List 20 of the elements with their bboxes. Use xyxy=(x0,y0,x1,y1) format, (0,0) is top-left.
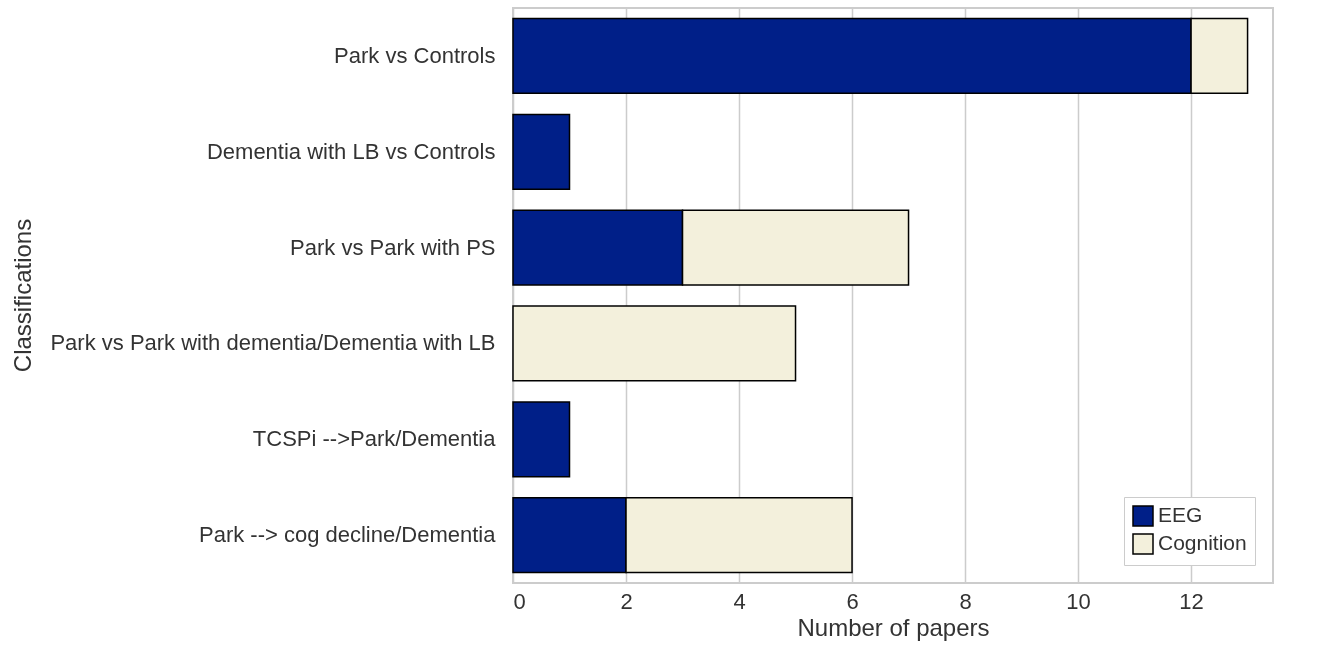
x-tick-label: 12 xyxy=(1179,588,1204,614)
x-tick-label: 6 xyxy=(846,588,859,614)
legend-label: EEG xyxy=(1158,503,1203,526)
legend-label: Cognition xyxy=(1158,531,1247,554)
y-tick-label: Park vs Park with PS xyxy=(290,234,496,260)
y-tick-label: Park --> cog decline/Dementia xyxy=(198,522,497,548)
y-axis-title: Classifications xyxy=(8,218,36,373)
x-tick-label: 4 xyxy=(733,588,746,614)
x-tick-label: 2 xyxy=(620,588,633,614)
bar xyxy=(512,401,571,478)
y-tick-label: TCSPi -->Park/Dementia xyxy=(252,426,497,452)
y-tick-label: Dementia with LB vs Controls xyxy=(206,138,496,164)
x-tick-label: 8 xyxy=(959,588,972,614)
y-tick-label: Park vs Controls xyxy=(334,42,496,68)
x-tick-label: 0 xyxy=(513,588,526,614)
bar xyxy=(512,113,571,190)
bar xyxy=(512,305,797,382)
x-tick-label: 10 xyxy=(1066,588,1091,614)
x-axis-title: Number of papers xyxy=(797,613,990,641)
y-tick-label: Park vs Park with dementia/Dementia with LB xyxy=(50,330,496,356)
